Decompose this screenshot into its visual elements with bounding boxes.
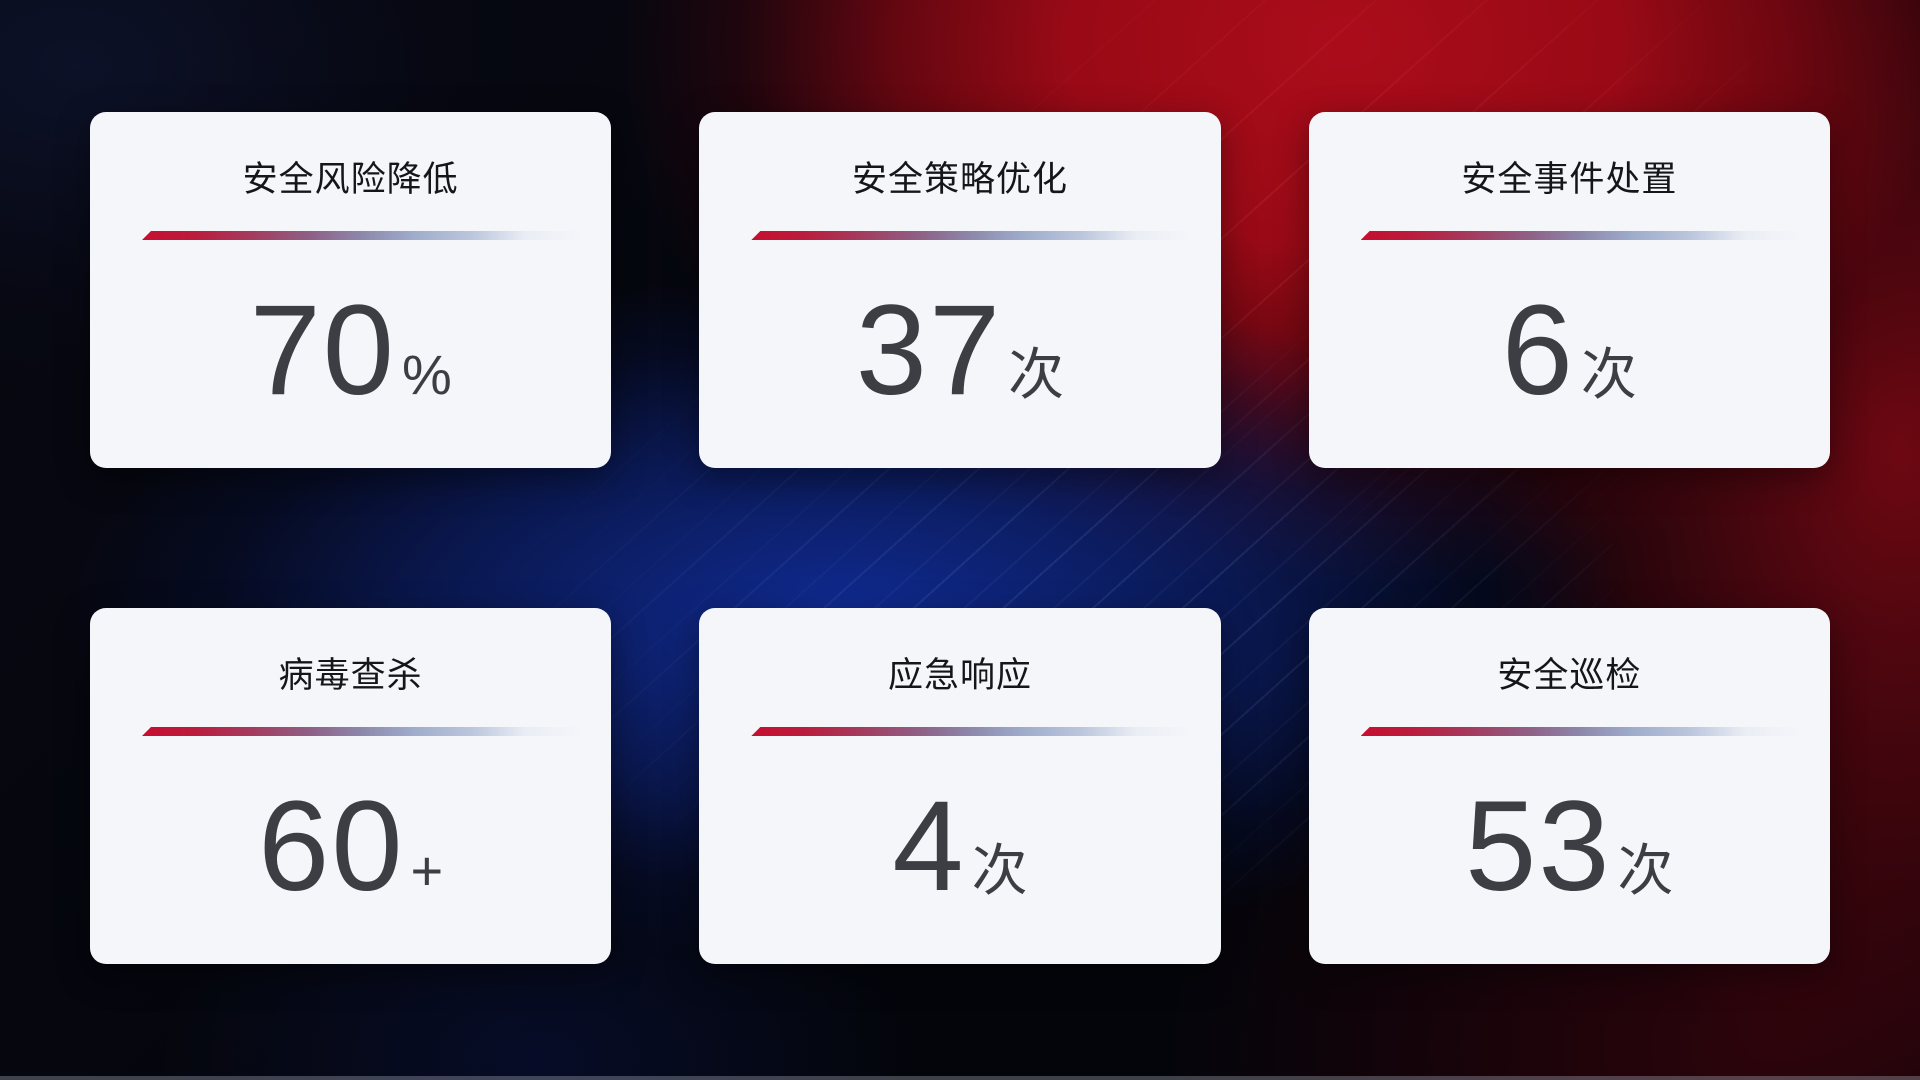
stat-card-risk-reduction: 安全风险降低 70 % — [90, 112, 612, 468]
stat-card-title: 安全策略优化 — [851, 160, 1068, 199]
stat-card-virus-scan: 病毒查杀 60 + — [90, 608, 612, 964]
stat-value-unit: 次 — [1617, 839, 1674, 902]
stat-card-title: 应急响应 — [887, 656, 1032, 695]
stat-card-title: 病毒查杀 — [278, 656, 423, 695]
stat-card-security-inspection: 安全巡检 53 次 — [1308, 608, 1830, 964]
gradient-divider — [751, 231, 1193, 240]
gradient-divider — [1360, 727, 1802, 736]
gradient-divider — [751, 727, 1193, 736]
stat-card-title: 安全巡检 — [1497, 656, 1642, 695]
stat-value-number: 4 — [892, 775, 966, 918]
stats-grid: 安全风险降低 70 % 安全策略优化 37 次 安全事件处置 6 次 病毒查杀 … — [90, 112, 1830, 964]
stat-value-number: 70 — [249, 279, 396, 422]
stat-value-number: 60 — [258, 775, 405, 918]
gradient-divider — [1360, 231, 1802, 240]
stat-value-row: 53 次 — [1309, 783, 1830, 911]
stat-value-number: 53 — [1465, 775, 1612, 918]
stat-card-policy-optimization: 安全策略优化 37 次 — [699, 112, 1221, 468]
stat-value-unit: % — [401, 343, 452, 406]
stat-value-number: 37 — [855, 279, 1003, 422]
gradient-divider — [142, 231, 584, 240]
stat-value-row: 70 % — [90, 287, 611, 415]
gradient-divider — [142, 727, 584, 736]
stat-value-number: 6 — [1501, 279, 1575, 422]
stat-card-title: 安全风险降低 — [242, 160, 459, 199]
stat-card-title: 安全事件处置 — [1461, 160, 1678, 199]
stat-value-row: 60 + — [90, 783, 611, 911]
stat-value-unit: 次 — [1580, 343, 1637, 406]
stat-value-row: 4 次 — [699, 783, 1220, 911]
stat-value-unit: + — [410, 839, 444, 902]
stat-card-emergency-response: 应急响应 4 次 — [699, 608, 1221, 964]
stat-value-row: 37 次 — [699, 287, 1220, 415]
stat-value-unit: 次 — [1008, 343, 1065, 406]
stat-value-unit: 次 — [971, 839, 1028, 902]
bottom-edge-strip — [0, 1076, 1920, 1080]
stat-value-row: 6 次 — [1309, 287, 1830, 415]
stat-card-incident-handling: 安全事件处置 6 次 — [1308, 112, 1830, 468]
